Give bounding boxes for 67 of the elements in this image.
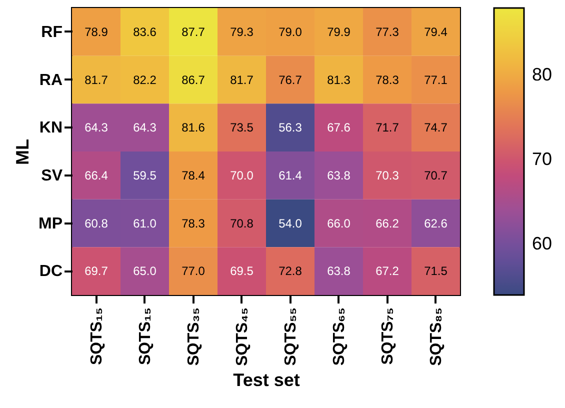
data-label: 81.7 — [230, 72, 254, 87]
data-label: 70.3 — [376, 168, 400, 182]
x-tick-label: SQTS₈₅ — [428, 308, 445, 366]
data-label: 71.7 — [376, 120, 400, 135]
data-label: 71.5 — [424, 264, 448, 278]
y-tick-label: SV — [41, 167, 63, 184]
y-tick-label: DC — [39, 263, 63, 280]
data-label: 83.6 — [133, 24, 157, 39]
data-label: 81.7 — [84, 72, 108, 87]
data-label: 72.8 — [278, 264, 302, 278]
data-label: 64.3 — [133, 120, 157, 135]
data-label: 78.3 — [182, 216, 206, 230]
data-label: 70.0 — [230, 168, 254, 182]
x-tick-label: SQTS₁₅ — [136, 308, 154, 366]
data-label: 73.5 — [230, 120, 254, 135]
x-tick-label: SQTS₅₅ — [282, 308, 300, 366]
data-label: 77.1 — [424, 72, 448, 87]
x-tick-label: SQTS₁₅ — [88, 308, 106, 366]
data-label: 69.7 — [84, 264, 108, 278]
x-tick-label: SQTS₃₅ — [185, 308, 202, 366]
x-tick-label: SQTS₆₅ — [330, 308, 348, 366]
data-label: 76.7 — [278, 72, 302, 87]
color-bar-label: 60 — [532, 233, 552, 254]
data-label: 60.8 — [84, 216, 108, 230]
data-label: 67.2 — [376, 264, 400, 278]
data-label: 70.7 — [424, 168, 448, 182]
data-label: 77.3 — [376, 24, 400, 39]
data-label: 81.6 — [182, 120, 206, 135]
y-tick-label: RA — [39, 72, 63, 89]
data-label: 66.0 — [327, 216, 351, 230]
color-bar-label: 70 — [532, 148, 552, 169]
data-label: 78.4 — [182, 168, 206, 182]
data-label: 87.7 — [182, 24, 206, 39]
data-label: 67.6 — [327, 120, 351, 135]
data-label: 70.8 — [230, 216, 254, 230]
data-label: 66.2 — [376, 216, 400, 230]
x-tick-label: SQTS₇₅ — [379, 308, 396, 365]
y-tick-label: KN — [39, 120, 62, 137]
data-label: 56.3 — [278, 120, 302, 135]
data-label: 63.8 — [327, 168, 351, 182]
data-label: 59.5 — [133, 168, 157, 182]
data-label: 79.0 — [278, 24, 302, 39]
data-label: 78.9 — [84, 24, 108, 39]
x-axis-title: Test set — [233, 370, 300, 390]
y-axis-title: ML — [12, 139, 32, 165]
data-label: 79.4 — [424, 24, 448, 39]
x-tick-label: SQTS₄₅ — [234, 308, 251, 366]
data-label: 62.6 — [424, 216, 448, 230]
data-label: 77.0 — [182, 264, 206, 278]
data-label: 54.0 — [278, 216, 302, 230]
data-label: 61.4 — [278, 168, 302, 182]
data-label: 63.8 — [327, 264, 351, 278]
data-label: 86.7 — [182, 72, 206, 87]
data-label: 79.3 — [230, 24, 254, 39]
data-label: 82.2 — [133, 72, 157, 87]
y-tick-label: RF — [41, 24, 63, 41]
y-tick-label: MP — [38, 215, 63, 232]
data-label: 78.3 — [376, 72, 400, 87]
color-bar-label: 80 — [532, 64, 552, 85]
data-label: 79.9 — [327, 24, 351, 39]
data-label: 64.3 — [84, 120, 108, 135]
data-label: 66.4 — [84, 168, 108, 182]
data-label: 81.3 — [327, 72, 351, 87]
data-label: 69.5 — [230, 264, 254, 278]
data-label: 74.7 — [424, 120, 448, 135]
data-label: 61.0 — [133, 216, 157, 230]
data-label: 65.0 — [133, 264, 157, 278]
